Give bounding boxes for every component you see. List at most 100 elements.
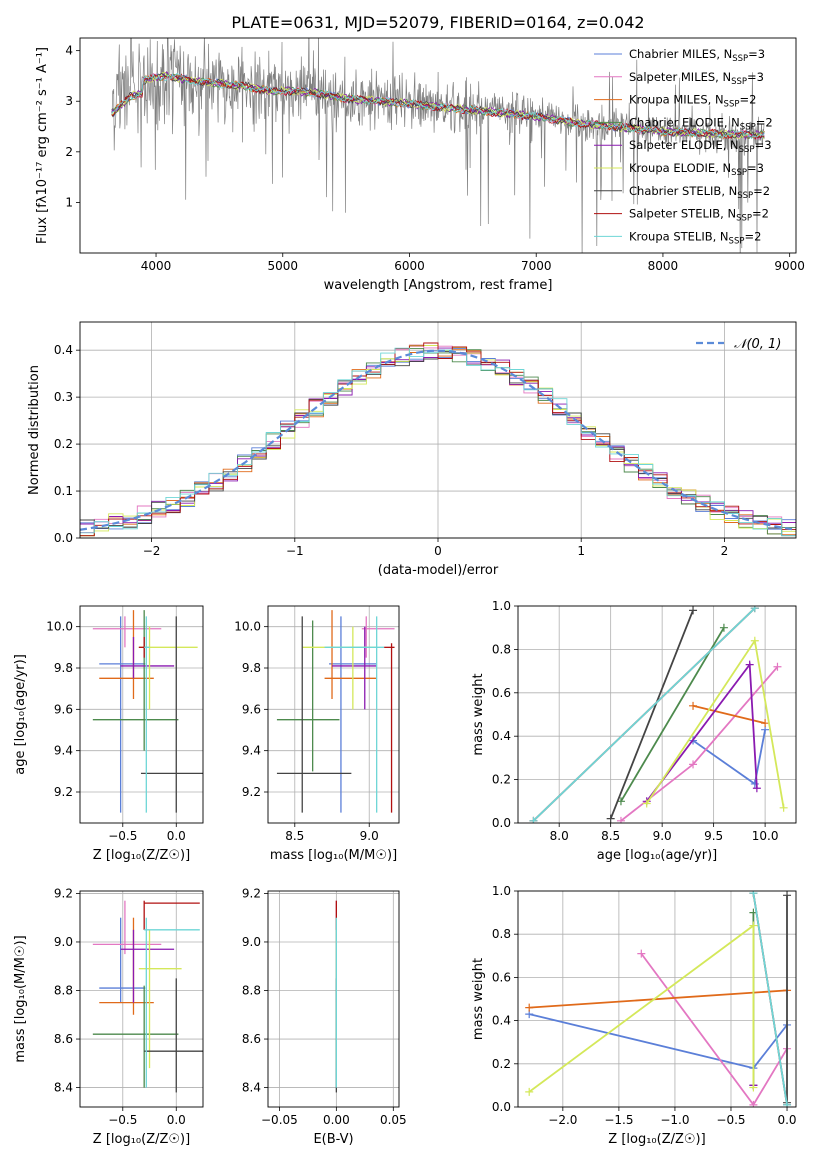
x-axis-label: Z [log₁₀(Z/Z☉)] [93,848,190,863]
y-tick-label: 0.0 [492,816,511,830]
y-tick-label: 1.0 [492,599,511,613]
y-tick-label: 9.2 [242,785,261,799]
weight-line-chabrier-elodie [620,627,725,802]
y-axis-label: age [log₁₀(age/yr)] [13,654,28,775]
legend-entry: Chabrier ELODIE, NSSP=2 [629,115,773,132]
x-axis-label: Z [log₁₀(Z/Z☉)] [93,1132,190,1147]
x-tick-label: 0.05 [380,1113,407,1127]
x-tick-label: 9.5 [704,829,723,843]
weight-marker [719,623,728,632]
axes-frame [517,890,797,1108]
spectrum-panel: 4000 5000 6000 7000 8000 9000 1 2 3 4 wavelength [… [35,37,805,293]
plot-area [529,606,788,823]
plot-area [276,610,395,813]
weight-vs-metallicity-panel: −2.0 −1.5 −1.0 −0.5 0.0 0.0 0.2 0.4 0.6 0.8 1.0 Z [… [471,884,797,1147]
x-tick-label: −0.5 [108,1113,137,1127]
weight-marker [783,1100,792,1107]
x-tick-label: 9000 [774,259,805,273]
age-vs-mass-panel: 8.5 9.0 9.2 9.4 9.6 9.8 10.0 mass [log₁₀(M/M☉)] [234,605,400,863]
y-tick-label: 9.0 [54,935,73,949]
mass-vs-ebv-panel: −0.05 0.00 0.05 8.4 8.6 8.8 9.0 9.2 E(B-V) [242,886,407,1147]
x-axis-label: (data-model)/error [378,563,499,578]
weight-marker [525,1087,534,1096]
axes-frame [79,321,797,539]
plot-area [92,610,203,813]
x-tick-label: 2 [721,544,729,558]
x-tick-label: 6000 [394,259,425,273]
weight-line-chabrier-miles [528,1013,788,1070]
legend-normal-label: 𝒩(0, 1) [734,337,781,352]
weight-vs-age-panel: 8.0 8.5 9.0 9.5 10.0 0.0 0.2 0.4 0.6 0.8 1.0 age [l… [471,599,797,863]
x-tick-label: 8000 [648,259,679,273]
y-tick-label: 0.1 [54,484,73,498]
x-tick-label: 8.0 [550,829,569,843]
x-tick-label: 5000 [267,259,298,273]
y-tick-label: 0.3 [54,390,73,404]
x-tick-label: 7000 [521,259,552,273]
weight-marker [761,719,770,728]
x-tick-label: 10.0 [752,829,779,843]
axes-frame [79,890,204,1108]
model-spectrum-salpeter-stelib [111,73,765,140]
weight-marker [749,921,758,930]
weight-line-chabrier-stelib [609,609,694,820]
weight-line-kroupa-stelib [752,893,788,1105]
weight-marker [689,606,698,615]
y-tick-label: 9.8 [54,661,73,675]
weight-marker [616,816,625,823]
axes-frame [79,605,204,824]
x-tick-label: 0.0 [167,829,186,843]
figure-title: PLATE=0631, MJD=52079, FIBERID=0164, z=0… [231,13,644,32]
axes-frame [267,605,400,824]
y-tick-label: 0.4 [492,1014,511,1028]
weight-marker [689,760,698,769]
weight-marker [752,784,761,793]
y-tick-label: 0.2 [492,1057,511,1071]
y-tick-label: 0.0 [54,531,73,545]
legend-entry: Kroupa STELIB, NSSP=2 [629,229,761,246]
y-tick-label: 9.6 [54,702,73,716]
x-tick-label: −0.05 [261,1113,298,1127]
axes-frame [79,37,797,254]
x-axis-label: wavelength [Angstrom, rest frame] [324,278,553,293]
legend-entry: Chabrier STELIB, NSSP=2 [629,184,770,201]
y-tick-label: 2 [65,145,73,159]
weight-marker [779,803,788,812]
y-tick-label: 9.4 [242,744,261,758]
x-tick-label: 0 [434,544,442,558]
y-tick-label: 8.4 [242,1081,261,1095]
x-tick-label: −2.0 [548,1113,577,1127]
y-axis-label: mass [log₁₀(M/M☉)] [13,935,28,1062]
model-spectrum-kroupa-elodie [111,71,765,140]
x-tick-label: 9.0 [653,829,672,843]
weight-marker [773,662,782,671]
y-axis-label: mass weight [471,673,486,755]
weight-marker [750,606,759,613]
model-spectrum-salpeter-elodie [111,71,765,140]
x-tick-label: 0.0 [167,1113,186,1127]
weight-line-kroupa-miles [529,989,788,1009]
y-axis-label: mass weight [471,958,486,1040]
x-tick-label: −1.5 [604,1113,633,1127]
axes-frame [517,605,797,824]
x-tick-label: 4000 [141,259,172,273]
y-tick-label: 10.0 [234,620,261,634]
legend-entry: Salpeter MILES, NSSP=3 [629,70,764,87]
y-tick-label: 1 [65,195,73,209]
y-tick-label: 0.6 [492,686,511,700]
weight-line-kroupa-stelib [532,607,756,822]
weight-marker [750,636,759,645]
x-tick-label: −2 [143,544,161,558]
weight-marker [749,891,758,898]
plot-area [92,900,203,1093]
y-tick-label: 0.6 [492,970,511,984]
x-tick-label: −0.5 [108,829,137,843]
weight-marker [642,799,651,808]
y-tick-label: 0.2 [492,773,511,787]
x-tick-label: −1.0 [660,1113,689,1127]
normal-curve [80,349,796,531]
y-axis-label: Normed distribution [27,365,42,495]
histogram-salpeter-stelib [80,342,796,537]
weight-marker [749,1083,758,1092]
y-tick-label: 9.2 [54,886,73,900]
